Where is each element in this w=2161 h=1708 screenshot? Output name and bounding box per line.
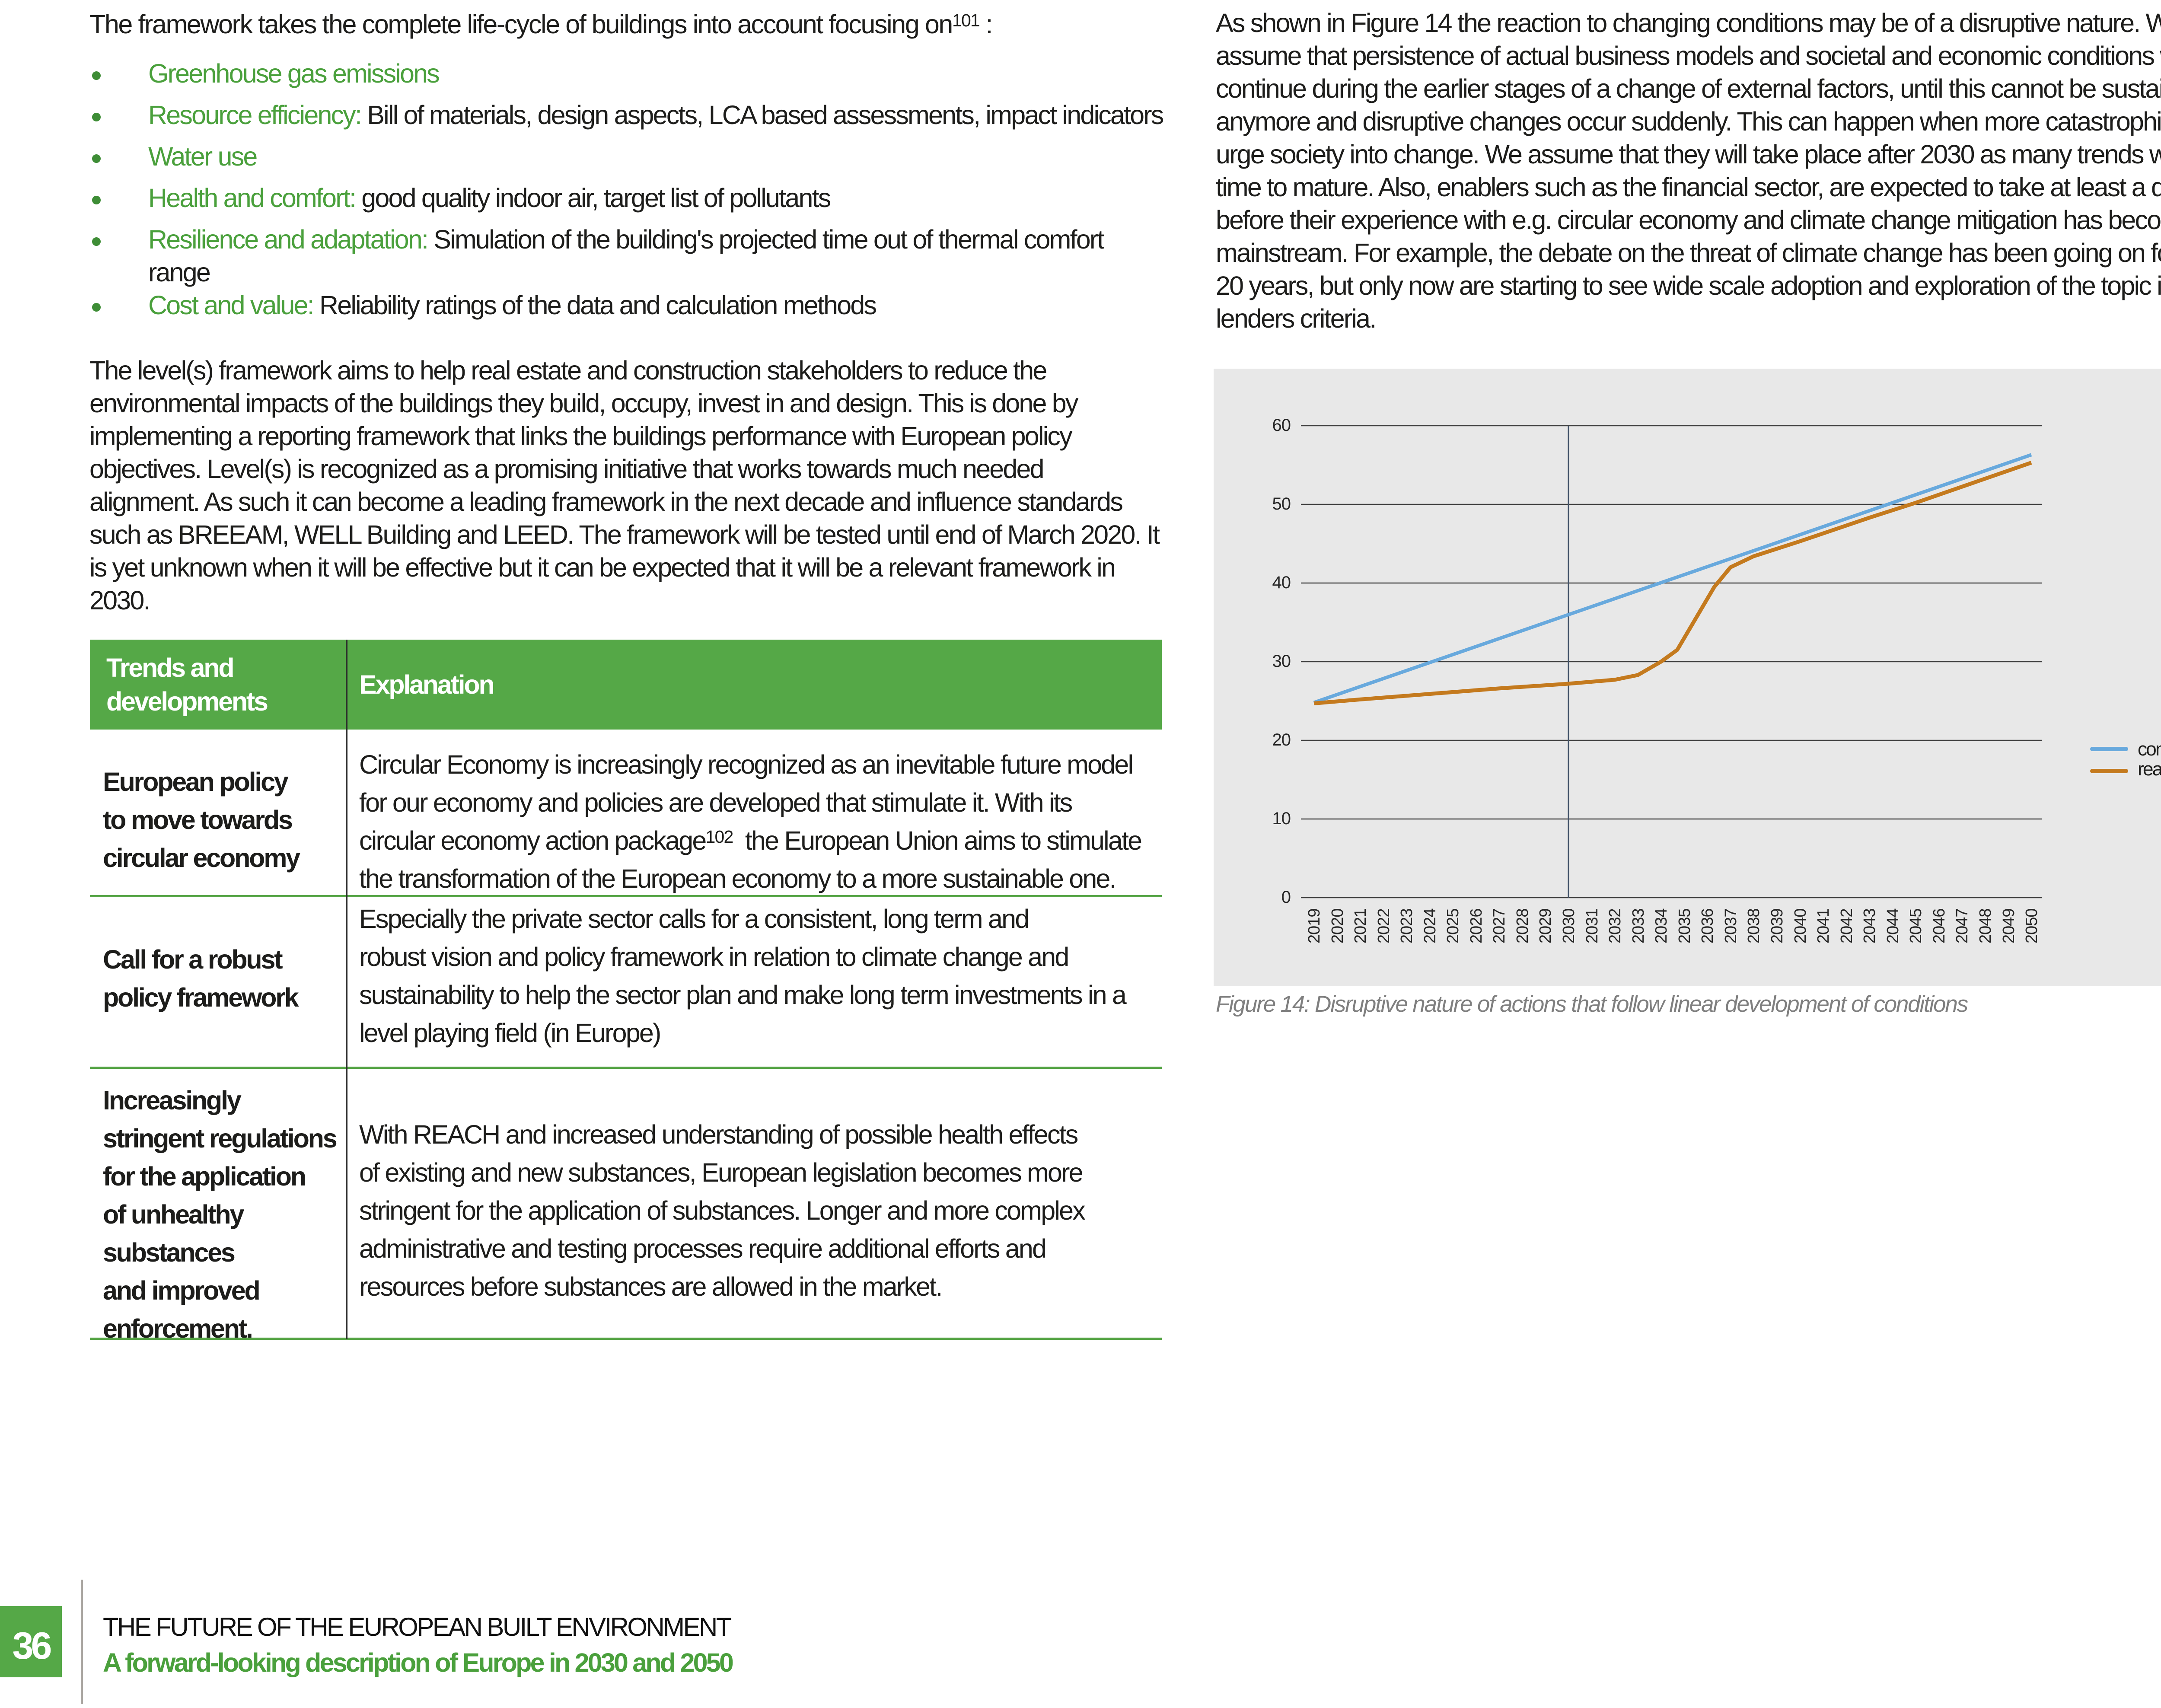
- svg-text:2022: 2022: [1375, 908, 1393, 943]
- svg-text:2049: 2049: [2000, 908, 2018, 943]
- svg-text:2033: 2033: [1629, 908, 1648, 943]
- svg-text:2040: 2040: [1791, 908, 1810, 943]
- svg-text:2023: 2023: [1398, 908, 1416, 943]
- svg-text:2038: 2038: [1745, 908, 1763, 943]
- svg-text:2044: 2044: [1884, 908, 1902, 943]
- svg-text:2024: 2024: [1421, 908, 1439, 943]
- svg-text:2036: 2036: [1699, 908, 1717, 943]
- svg-text:2026: 2026: [1467, 908, 1485, 943]
- svg-text:2042: 2042: [1838, 908, 1856, 943]
- svg-text:30: 30: [1272, 652, 1291, 671]
- svg-text:2048: 2048: [1976, 908, 1995, 943]
- svg-text:2041: 2041: [1814, 908, 1833, 943]
- svg-text:50: 50: [1272, 494, 1291, 513]
- svg-text:2032: 2032: [1606, 908, 1624, 943]
- svg-text:reactions: reactions: [2138, 758, 2161, 780]
- svg-text:2025: 2025: [1444, 908, 1462, 943]
- svg-text:2050: 2050: [2023, 908, 2041, 943]
- svg-text:2019: 2019: [1305, 908, 1323, 943]
- svg-text:60: 60: [1272, 416, 1291, 435]
- svg-text:2028: 2028: [1514, 908, 1532, 943]
- svg-text:2030: 2030: [1560, 908, 1578, 943]
- svg-text:2020: 2020: [1329, 908, 1347, 943]
- svg-text:2039: 2039: [1768, 908, 1786, 943]
- svg-text:2021: 2021: [1351, 908, 1370, 943]
- svg-text:2027: 2027: [1490, 908, 1508, 943]
- svg-text:2037: 2037: [1722, 908, 1740, 943]
- svg-text:40: 40: [1272, 573, 1291, 592]
- svg-text:2034: 2034: [1652, 908, 1670, 943]
- svg-text:2029: 2029: [1536, 908, 1555, 943]
- svg-text:2046: 2046: [1930, 908, 1948, 943]
- svg-text:2045: 2045: [1907, 908, 1925, 943]
- svg-text:2043: 2043: [1861, 908, 1879, 943]
- svg-text:2031: 2031: [1583, 908, 1601, 943]
- svg-text:10: 10: [1272, 809, 1291, 828]
- svg-text:conditions: conditions: [2138, 739, 2161, 760]
- svg-text:0: 0: [1281, 888, 1291, 907]
- svg-text:2035: 2035: [1676, 908, 1694, 943]
- svg-text:20: 20: [1272, 730, 1291, 749]
- svg-text:2047: 2047: [1953, 908, 1971, 943]
